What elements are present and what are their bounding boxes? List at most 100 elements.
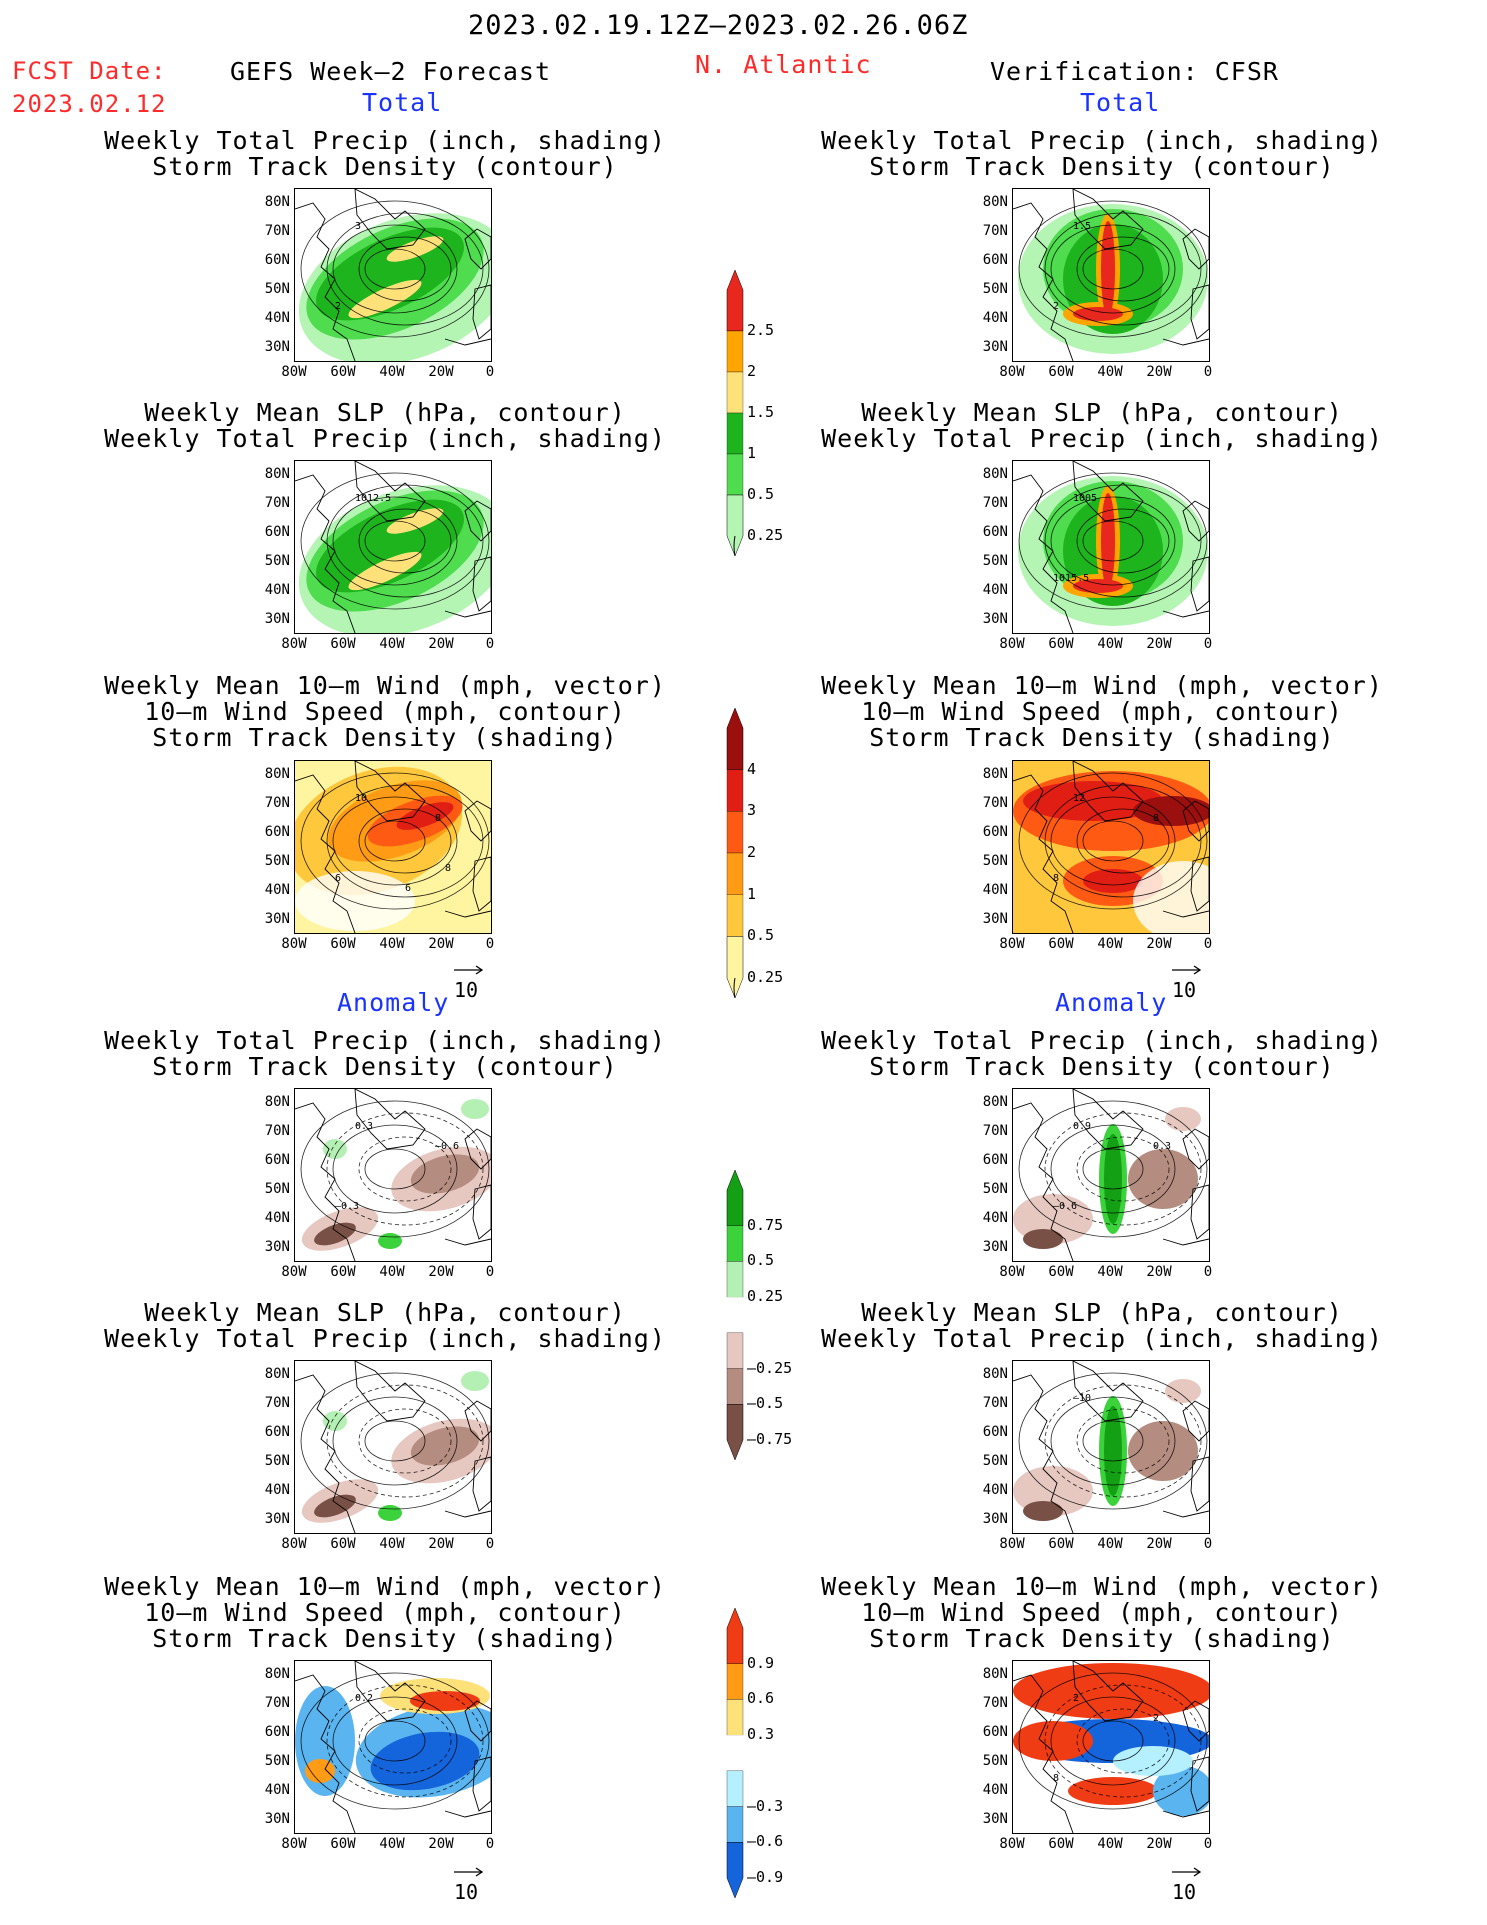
lon-tick-label: 0: [1203, 364, 1213, 380]
lat-tick-label: 40N: [264, 582, 290, 598]
map-obs-anom-wind: 2 8 2: [1012, 1660, 1210, 1834]
lat-tick-label: 50N: [264, 1453, 290, 1469]
map-obs-total-wind: 12 8 8: [1012, 760, 1210, 934]
lon-tick-label: 0: [1203, 636, 1213, 652]
lat-tick-label: 50N: [264, 853, 290, 869]
colorbar-precip-total: 2.5 2 1.5 1 0.5 0.25: [725, 270, 865, 556]
lon-tick-label: 80W: [999, 1264, 1025, 1280]
contour-label: 0.3: [355, 1121, 373, 1132]
vector-ref-obs-anom: 10: [1172, 1867, 1202, 1904]
lon-tick-label: 40W: [1097, 1264, 1123, 1280]
colorbar-label: 0.5: [747, 926, 775, 945]
period-title: 2023.02.19.12Z–2023.02.26.06Z: [468, 10, 969, 41]
lon-tick-label: 20W: [428, 364, 454, 380]
lon-tick-label: 60W: [330, 1536, 356, 1552]
lat-tick-label: 80N: [982, 1366, 1008, 1382]
lat-tick-label: 80N: [982, 1094, 1008, 1110]
colorbar-label: 0.5: [747, 1251, 775, 1270]
contour-label: 6: [335, 873, 341, 884]
map-fcst-anom-precip: 0.3 –0.3 –0.6: [294, 1088, 492, 1262]
colorbar-swatch: [726, 1332, 744, 1369]
lon-tick-label: 40W: [1097, 364, 1123, 380]
lat-tick-label: 70N: [982, 1395, 1008, 1411]
colorbar-swatch: [726, 1608, 744, 1664]
contour-label: 0.2: [355, 1693, 373, 1704]
vector-ref-label: 10: [454, 1880, 479, 1904]
lat-tick-label: 70N: [264, 1123, 290, 1139]
title-obs-anom-precip: Weekly Total Precip (inch, shading) Stor…: [821, 1026, 1383, 1081]
contour-label: 8: [435, 813, 441, 824]
lat-tick-label: 60N: [264, 824, 290, 840]
lat-tick-label: 50N: [264, 553, 290, 569]
lon-tick-label: 0: [485, 936, 495, 952]
lon-tick-label: 60W: [330, 636, 356, 652]
lat-tick-label: 40N: [982, 1782, 1008, 1798]
colorbar-swatch: [726, 1770, 744, 1807]
lat-tick-label: 40N: [982, 1482, 1008, 1498]
lon-tick-label: 40W: [379, 936, 405, 952]
colorbar-label: –0.9: [747, 1868, 784, 1886]
contour-label: 8: [1153, 813, 1159, 824]
section-anomaly-obs: Anomaly: [1055, 988, 1168, 1017]
lon-tick-label: 20W: [1146, 936, 1172, 952]
map-obs-anom-precip: 0.9 –0.6 0.3: [1012, 1088, 1210, 1262]
lon-tick-label: 20W: [428, 636, 454, 652]
lon-tick-label: 60W: [1048, 364, 1074, 380]
lat-tick-label: 60N: [264, 1152, 290, 1168]
map-fcst-total-slp: 1012.5: [294, 460, 492, 634]
lat-tick-label: 50N: [982, 1181, 1008, 1197]
lat-tick-label: 70N: [264, 495, 290, 511]
colorbar-track-total: 4 3 2 1 0.5 0.25: [725, 708, 865, 998]
lon-tick-label: 40W: [1097, 936, 1123, 952]
lon-tick-label: 80W: [999, 364, 1025, 380]
section-anomaly-fcst: Anomaly: [337, 988, 450, 1017]
lat-tick-label: 80N: [264, 1094, 290, 1110]
contour-label: 8: [1053, 1773, 1059, 1784]
lat-tick-label: 60N: [982, 1152, 1008, 1168]
map-obs-total-precip: 1.5 2: [1012, 188, 1210, 362]
lat-tick-label: 70N: [982, 795, 1008, 811]
lat-tick-label: 30N: [982, 1511, 1008, 1527]
lat-tick-label: 60N: [264, 1424, 290, 1440]
lon-tick-label: 0: [485, 1264, 495, 1280]
lat-tick-label: 80N: [982, 1666, 1008, 1682]
lon-tick-label: 20W: [428, 1264, 454, 1280]
title-fcst-anom-slp: Weekly Mean SLP (hPa, contour) Weekly To…: [104, 1298, 666, 1353]
contour-label: 1005: [1073, 493, 1097, 504]
lat-tick-label: 80N: [264, 1366, 290, 1382]
lon-tick-label: 40W: [1097, 1836, 1123, 1852]
map-fcst-anom-wind: 0.2: [294, 1660, 492, 1834]
lat-tick-label: 80N: [982, 766, 1008, 782]
colorbar-label: 0.9: [747, 1653, 775, 1672]
lon-tick-label: 80W: [281, 1264, 307, 1280]
region-title: N. Atlantic: [695, 50, 872, 79]
colorbar-swatch: [726, 1699, 744, 1736]
colorbar-swatch: [726, 936, 744, 998]
lon-tick-label: 0: [1203, 1264, 1213, 1280]
colorbar-swatch: [726, 330, 744, 373]
contour-label: 8: [445, 863, 451, 874]
title-fcst-anom-precip: Weekly Total Precip (inch, shading) Stor…: [104, 1026, 666, 1081]
colorbar-swatch: [726, 894, 744, 937]
colorbar-swatch: [726, 371, 744, 414]
title-obs-total-slp: Weekly Mean SLP (hPa, contour) Weekly To…: [821, 398, 1383, 453]
map-fcst-anom-slp: [294, 1360, 492, 1534]
lon-tick-label: 20W: [1146, 364, 1172, 380]
title-obs-anom-wind: Weekly Mean 10–m Wind (mph, vector) 10–m…: [821, 1572, 1383, 1653]
colorbar-label: 1.5: [747, 403, 775, 421]
lat-tick-label: 40N: [982, 582, 1008, 598]
contour-label: 2: [1153, 1713, 1159, 1724]
contour-label: 2: [1073, 1693, 1079, 1704]
title-fcst-total-slp: Weekly Mean SLP (hPa, contour) Weekly To…: [104, 398, 666, 453]
lat-tick-label: 30N: [982, 911, 1008, 927]
colorbar-swatch: [726, 1170, 744, 1226]
colorbar-label: –0.3: [747, 1796, 784, 1815]
lon-tick-label: 60W: [330, 936, 356, 952]
lon-tick-label: 60W: [1048, 636, 1074, 652]
contour-label: 2: [1053, 301, 1059, 312]
lon-tick-label: 0: [485, 1536, 495, 1552]
vector-ref-label: 10: [1172, 1880, 1197, 1904]
colorbar-label: 0.25: [747, 1287, 784, 1306]
contour-label: 1012.5: [355, 493, 391, 504]
lat-tick-label: 30N: [264, 911, 290, 927]
